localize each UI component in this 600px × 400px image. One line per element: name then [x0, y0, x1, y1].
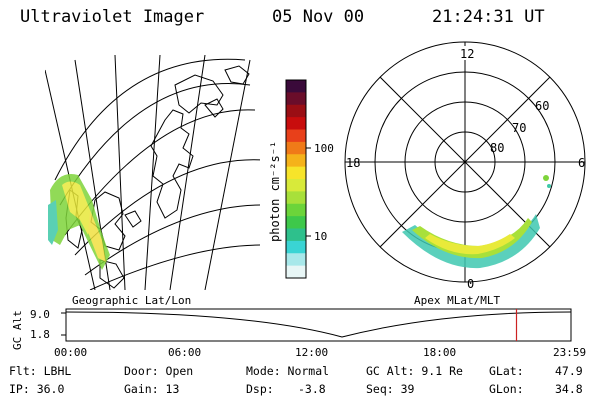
colorbar-unit-label: photon cm⁻²s⁻¹ — [268, 141, 282, 242]
colorbar-band — [286, 104, 306, 118]
colorbar-band — [286, 141, 306, 155]
polar-diagonal — [379, 76, 551, 248]
mode-readout: Mode: Normal — [246, 364, 330, 378]
coastline — [99, 259, 125, 289]
colorbar-band — [286, 228, 306, 242]
x-tick-label: 06:00 — [168, 346, 202, 359]
colorbar-tick-label: 100 — [314, 142, 334, 155]
flt-readout: Flt: LBHL — [9, 364, 72, 378]
lat-arc — [89, 244, 260, 290]
glat-value: 47.9 — [555, 364, 583, 378]
colorbar-band — [286, 240, 306, 254]
x-tick-label: 12:00 — [295, 346, 329, 359]
glat-label: GLat: — [489, 364, 524, 378]
coastline — [204, 98, 224, 118]
colorbar-band — [286, 117, 306, 131]
y-axis-label: GC Alt — [11, 310, 24, 350]
auroral-oval — [402, 214, 540, 269]
lat-arc — [84, 204, 260, 276]
colorbar-tick-label: 10 — [314, 230, 327, 243]
colorbar-band — [286, 191, 306, 205]
lat-arc — [59, 83, 251, 206]
auroral-spot — [547, 184, 551, 188]
coastline — [174, 74, 224, 114]
seq-readout: Seq: 39 — [366, 382, 415, 396]
auroral-oval-bright — [425, 234, 515, 255]
mlt-label-12: 12 — [460, 47, 474, 61]
ip-readout: IP: 36.0 — [9, 382, 65, 396]
auroral-emission — [62, 181, 92, 235]
auroral-emission — [48, 200, 58, 245]
door-readout: Door: Open — [124, 364, 194, 378]
dsp-label: Dsp: — [246, 382, 274, 396]
altitude-curve — [65, 311, 572, 338]
coastline — [150, 109, 194, 219]
y-tick-label: 1.8 — [30, 328, 50, 341]
colorbar-band — [286, 216, 306, 230]
colorbar-band — [286, 179, 306, 192]
auroral-emission — [88, 210, 106, 262]
app-title: Ultraviolet Imager — [20, 7, 205, 27]
coastline — [224, 65, 250, 85]
lat-label-70: 70 — [512, 121, 526, 135]
lat-label-60: 60 — [535, 99, 549, 113]
x-tick-label: 23:59 — [553, 346, 587, 359]
right-panel-label: Apex MLat/MLT — [414, 294, 501, 307]
coastline — [124, 210, 142, 228]
gain-readout: Gain: 13 — [124, 382, 180, 396]
gc-alt-readout: GC Alt: 9.1 Re — [366, 364, 463, 378]
colorbar-band — [286, 92, 306, 106]
colorbar-band — [286, 166, 306, 180]
meridian — [114, 55, 126, 290]
left-panel-label: Geographic Lat/Lon — [72, 294, 192, 307]
y-tick-label: 9.0 — [30, 308, 50, 321]
mlt-label-18: 18 — [346, 156, 360, 170]
glon-value: 34.8 — [555, 382, 583, 396]
time-readout: 21:24:31 UT — [432, 7, 545, 27]
auroral-spot — [543, 175, 549, 181]
colorbar-band — [286, 253, 306, 267]
x-tick-label: 00:00 — [54, 346, 88, 359]
lat-label-80: 80 — [490, 141, 504, 155]
colorbar-band — [286, 154, 306, 168]
date-readout: 05 Nov 00 — [272, 7, 365, 27]
colorbar-band — [286, 129, 306, 143]
lat-arc — [54, 58, 246, 181]
colorbar-band — [286, 265, 306, 279]
colorbar-band — [286, 80, 306, 93]
meridian — [169, 55, 206, 290]
mlt-label-6: 6 — [578, 156, 585, 170]
glon-label: GLon: — [489, 382, 524, 396]
colorbar-band — [286, 203, 306, 217]
meridian — [204, 59, 251, 290]
auroral-oval-core — [412, 218, 532, 259]
dsp-value: -3.8 — [298, 382, 326, 396]
meridian — [144, 55, 161, 290]
x-tick-label: 18:00 — [423, 346, 457, 359]
mlt-label-0: 0 — [467, 277, 474, 291]
